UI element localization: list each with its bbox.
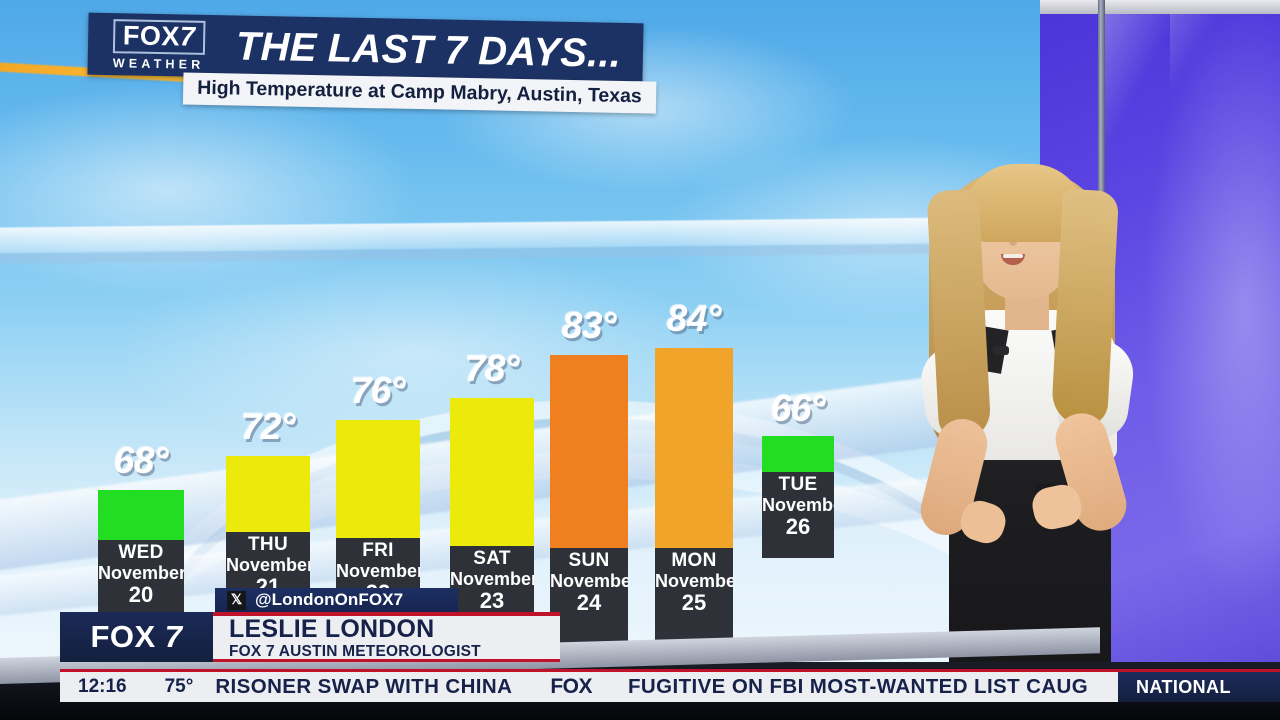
bar-tick-month: November (98, 562, 184, 583)
bar-tick-month: November (226, 554, 310, 575)
bar-column-tue: 66° TUE November 26 (762, 388, 834, 558)
bar-column-sun: 83° SUN November 24 (550, 305, 628, 678)
x-twitter-icon: 𝕏 (227, 590, 246, 610)
bar-tick-month: November (550, 570, 628, 591)
bar-value-label: 83° (561, 305, 617, 346)
bar-tick-day: 20 (128, 581, 154, 607)
ticker-category-badge[interactable]: NATIONAL (1118, 669, 1280, 702)
bar-value-label: 78° (464, 348, 520, 389)
bar-tick-dow: SUN (568, 550, 610, 571)
bar-tick-month: November (655, 570, 733, 591)
bar-tick-dow: TUE (778, 474, 818, 495)
bar-value-label: 72° (240, 406, 296, 447)
ticker-headline-2: FUGITIVE ON FBI MOST-WANTED LIST CAUG (628, 675, 1089, 698)
fox7-logo: FOX 7 (60, 612, 213, 662)
social-handle-bar[interactable]: 𝕏 @LondonOnFOX7 (215, 588, 458, 612)
bar-tick-dow: SAT (473, 548, 511, 569)
bar-tick-label: TUE November 26 (762, 472, 834, 558)
bar-tick-dow: MON (671, 550, 717, 571)
bar-tick-month: November (762, 494, 834, 515)
fox7-logo-seven: 7 (164, 619, 183, 654)
anchor-role: FOX 7 AUSTIN METEOROLOGIST (229, 642, 481, 660)
anchor-teeth (1003, 254, 1023, 258)
bar-value-label: 84° (666, 298, 722, 339)
fox7-logo-text: FOX 7 (90, 619, 182, 655)
bar-value-label: 76° (350, 370, 406, 411)
bar-value-label: 68° (113, 440, 169, 481)
lower-third: FOX 7 LESLIE LONDON FOX 7 AUSTIN METEORO… (60, 612, 560, 662)
bar-column-mon: 84° MON November 25 (655, 298, 733, 678)
bar-tick-dow: THU (248, 534, 288, 555)
meteorologist-anchor (905, 150, 1155, 686)
lapel-mic-icon (993, 346, 1009, 355)
anchor-name: LESLIE LONDON (229, 615, 435, 644)
ticker-brand: FOX (550, 675, 592, 698)
bar-value-label: 66° (770, 388, 826, 429)
ticker-category-label: NATIONAL (1136, 676, 1231, 697)
bar-tick-dow: FRI (362, 540, 394, 561)
ticker-headline-1: RISONER SWAP WITH CHINA (215, 675, 513, 698)
bar-tick-day: 23 (479, 587, 505, 613)
ticker-temperature: 75° (164, 676, 194, 697)
bar-tick-day: 26 (785, 513, 811, 539)
bar-tick-month: November (450, 568, 534, 589)
social-handle-text: @LondonOnFOX7 (255, 590, 404, 609)
studio-frame-top (1030, 0, 1280, 14)
bar-tick-dow: WED (118, 542, 164, 563)
bar-tick-month: November (336, 560, 420, 581)
bar-tick-day: 25 (681, 589, 707, 615)
anchor-mouth (1001, 254, 1025, 265)
bar-chart: 68° WED November 20 72° THU November 21 … (98, 298, 834, 678)
anchor-name-panel: LESLIE LONDON FOX 7 AUSTIN METEOROLOGIST (213, 612, 560, 662)
news-ticker[interactable]: 12:16 75° RISONER SWAP WITH CHINA FOX FU… (60, 669, 1160, 702)
bar-tick-day: 24 (576, 589, 602, 615)
fox7-logo-fox: FOX (90, 619, 156, 654)
ticker-time: 12:16 (78, 676, 127, 697)
